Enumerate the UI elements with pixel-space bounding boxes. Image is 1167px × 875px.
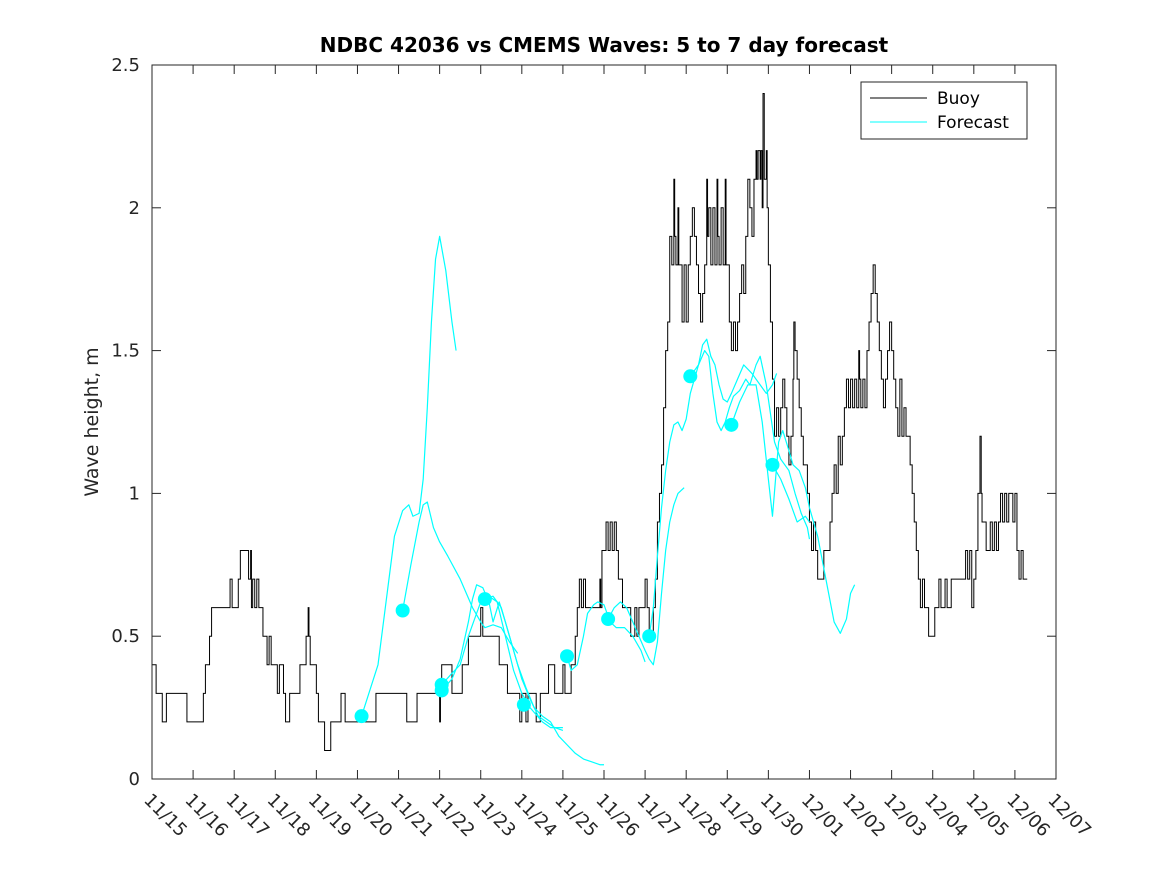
forecast-marker-6 xyxy=(516,697,531,712)
forecast-series-line-11 xyxy=(771,464,810,523)
forecast-marker-8 xyxy=(601,612,616,627)
y-tick-label: 1 xyxy=(129,483,140,504)
forecast-series-line-9 xyxy=(689,350,811,540)
plot-area: 00.511.522.511/1511/1611/1711/1811/1911/… xyxy=(111,55,1095,841)
forecast-series-line-8 xyxy=(648,338,778,637)
y-tick-label: 1.5 xyxy=(111,341,140,362)
forecast-marker-10 xyxy=(683,369,698,384)
y-tick-label: 2.5 xyxy=(111,55,140,76)
legend-buoy-label: Buoy xyxy=(937,89,980,109)
forecast-marker-1 xyxy=(354,709,369,724)
forecast-series-line-4 xyxy=(441,584,564,732)
legend-box xyxy=(860,81,1028,140)
forecast-series-line-6 xyxy=(566,601,646,672)
y-tick-label: 2 xyxy=(129,198,140,219)
buoy-series-line xyxy=(152,93,1028,751)
legend-forecast-label: Forecast xyxy=(937,113,1009,133)
series-layer xyxy=(152,93,1028,766)
forecast-marker-11 xyxy=(724,417,739,432)
forecast-marker-9 xyxy=(642,629,657,644)
forecast-series-line-10 xyxy=(730,384,856,634)
chart-title: NDBC 42036 vs CMEMS Waves: 5 to 7 day fo… xyxy=(320,33,889,57)
forecast-marker-4 xyxy=(434,683,449,698)
legend: Buoy Forecast xyxy=(860,81,1028,140)
forecast-marker-7 xyxy=(560,649,575,664)
y-tick-label: 0 xyxy=(129,769,140,790)
forecast-series-line-5 xyxy=(484,595,604,766)
forecast-series-line-2 xyxy=(402,501,519,654)
forecast-marker-2 xyxy=(395,603,410,618)
axes-background xyxy=(152,65,1056,779)
y-tick-label: 0.5 xyxy=(111,626,140,647)
forecast-series-line-7 xyxy=(607,487,685,666)
forecast-series-line-1 xyxy=(360,235,457,717)
forecast-marker-5 xyxy=(477,592,492,607)
y-axis-label: Wave height, m xyxy=(81,347,103,496)
marker-layer xyxy=(354,369,780,724)
forecast-marker-12 xyxy=(765,457,780,472)
